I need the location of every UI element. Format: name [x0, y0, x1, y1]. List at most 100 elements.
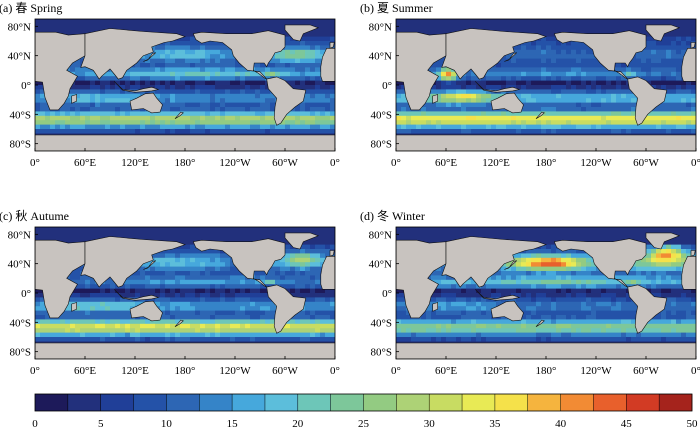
heatmap-cell [501, 67, 506, 72]
heatmap-cell [315, 63, 320, 68]
heatmap-cell [90, 116, 95, 121]
heatmap-cell [95, 129, 100, 134]
heatmap-cell [175, 333, 180, 338]
heatmap-cell [195, 231, 200, 236]
heatmap-cell [80, 23, 85, 28]
heatmap-cell [661, 59, 666, 64]
heatmap-cell [185, 45, 190, 50]
heatmap-cell [691, 28, 696, 33]
heatmap-cell [691, 129, 696, 134]
heatmap-cell [170, 23, 175, 28]
heatmap-cell [65, 236, 70, 241]
heatmap-cell [436, 120, 441, 125]
heatmap-cell [666, 76, 671, 81]
heatmap-cell [125, 116, 130, 121]
x-tick-label: 60°E [74, 157, 96, 169]
heatmap-cell [95, 302, 100, 307]
heatmap-cell [255, 111, 260, 116]
heatmap-cell [95, 89, 100, 94]
heatmap-cell [651, 129, 656, 134]
heatmap-cell [110, 293, 115, 298]
heatmap-cell [546, 63, 551, 68]
heatmap-cell [90, 302, 95, 307]
heatmap-cell [235, 319, 240, 324]
heatmap-cell [466, 125, 471, 130]
heatmap-cell [250, 328, 255, 333]
heatmap-cell [295, 116, 300, 121]
heatmap-cell [240, 284, 245, 289]
heatmap-cell [275, 23, 280, 28]
heatmap-cell [616, 98, 621, 103]
heatmap-cell [471, 89, 476, 94]
heatmap-cell [220, 289, 225, 294]
heatmap-cell [641, 63, 646, 68]
heatmap-cell [205, 275, 210, 280]
heatmap-cell [676, 19, 681, 24]
heatmap-cell [235, 236, 240, 241]
heatmap-cell [85, 23, 90, 28]
heatmap-cell [225, 333, 230, 338]
heatmap-cell [195, 280, 200, 285]
heatmap-cell [45, 328, 50, 333]
heatmap-cell [130, 19, 135, 24]
heatmap-cell [581, 120, 586, 125]
heatmap-cell [516, 116, 521, 121]
heatmap-cell [305, 54, 310, 59]
heatmap-cell [165, 98, 170, 103]
heatmap-cell [686, 19, 691, 24]
heatmap-cell [571, 129, 576, 134]
heatmap-cell [666, 54, 671, 59]
heatmap-cell [240, 297, 245, 302]
heatmap-cell [165, 280, 170, 285]
heatmap-cell [105, 302, 110, 307]
heatmap-cell [536, 125, 541, 130]
heatmap-cell [546, 59, 551, 64]
heatmap-cell [165, 328, 170, 333]
heatmap-cell [225, 23, 230, 28]
heatmap-cell [285, 45, 290, 50]
heatmap-cell [681, 41, 686, 46]
heatmap-cell [60, 319, 65, 324]
heatmap-cell [65, 125, 70, 130]
heatmap-cell [155, 23, 160, 28]
heatmap-cell [55, 129, 60, 134]
heatmap-cell [170, 284, 175, 289]
heatmap-cell [536, 107, 541, 112]
heatmap-cell [210, 231, 215, 236]
heatmap-cell [250, 116, 255, 121]
heatmap-cell [646, 76, 651, 81]
heatmap-cell [681, 37, 686, 42]
heatmap-cell [230, 85, 235, 90]
heatmap-cell [85, 333, 90, 338]
heatmap-cell [501, 63, 506, 68]
heatmap-cell [235, 89, 240, 94]
heatmap-cell [85, 103, 90, 108]
heatmap-cell [190, 315, 195, 320]
heatmap-cell [606, 89, 611, 94]
heatmap-cell [681, 28, 686, 33]
heatmap-cell [130, 289, 135, 294]
heatmap-cell [175, 120, 180, 125]
heatmap-cell [516, 120, 521, 125]
heatmap-cell [180, 333, 185, 338]
heatmap-cell [120, 333, 125, 338]
y-tick-label: 40°N [8, 51, 31, 63]
heatmap-cell [601, 89, 606, 94]
heatmap-cell [320, 45, 325, 50]
heatmap-cell [676, 125, 681, 130]
heatmap-cell [250, 297, 255, 302]
heatmap-cell [255, 28, 260, 33]
heatmap-cell [526, 72, 531, 77]
heatmap-cell [90, 289, 95, 294]
heatmap-cell [330, 103, 335, 108]
heatmap-cell [75, 231, 80, 236]
heatmap-cell [320, 94, 325, 99]
heatmap-cell [656, 129, 661, 134]
heatmap-cell [215, 271, 220, 276]
heatmap-cell [145, 227, 150, 232]
heatmap-cell [200, 111, 205, 116]
heatmap-cell [90, 76, 95, 81]
heatmap-cell [250, 98, 255, 103]
heatmap-cell [105, 315, 110, 320]
heatmap-cell [230, 328, 235, 333]
